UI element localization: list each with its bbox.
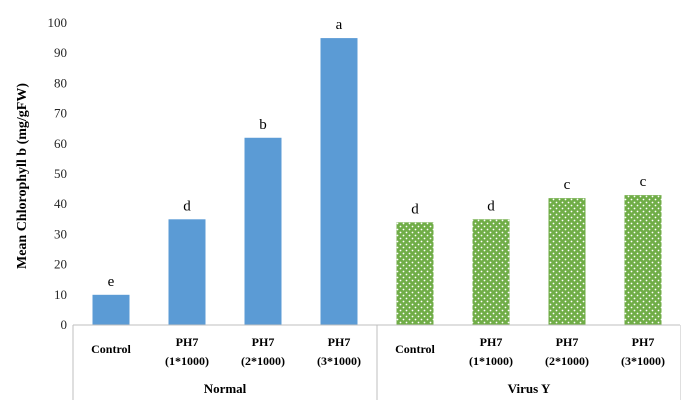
significance-letter: c <box>564 177 571 193</box>
significance-letter: a <box>336 17 343 33</box>
significance-letter: e <box>108 274 115 290</box>
category-label: PH7 <box>328 335 351 349</box>
group-label: Virus Y <box>508 381 551 396</box>
bar <box>320 38 358 325</box>
significance-letter: c <box>640 174 647 190</box>
category-label: PH7 <box>176 335 199 349</box>
bar <box>472 219 510 325</box>
category-label: (3*1000) <box>317 354 361 368</box>
y-tick-label: 40 <box>54 196 67 211</box>
bar <box>624 195 662 325</box>
category-label: PH7 <box>252 335 275 349</box>
significance-letter: d <box>183 198 191 214</box>
category-label: PH7 <box>480 335 503 349</box>
significance-letter: d <box>487 198 495 214</box>
bar <box>244 137 282 325</box>
significance-letter: d <box>411 201 419 217</box>
x-axis: Control PH7 (1*1000) PH7 (2*1000) PH7 (3*1000)… <box>72 324 681 400</box>
y-tick-label: 10 <box>54 287 67 302</box>
y-tick-label: 50 <box>54 166 67 181</box>
category-label: Control <box>395 342 435 356</box>
bar <box>548 198 586 325</box>
category-label: (3*1000) <box>621 354 665 368</box>
category-label: PH7 <box>556 335 579 349</box>
y-tick-label: 80 <box>54 75 67 90</box>
category-label: PH7 <box>632 335 655 349</box>
y-tick-label: 60 <box>54 136 67 151</box>
y-tick-label: 90 <box>54 45 67 60</box>
y-axis-title: Mean Chlorophyll b (mg/gFW) <box>15 83 30 269</box>
significance-letter: b <box>259 117 267 133</box>
category-label: (1*1000) <box>469 354 513 368</box>
category-label: (2*1000) <box>241 354 285 368</box>
bar <box>168 219 206 325</box>
category-label: (1*1000) <box>165 354 209 368</box>
y-axis: 0 10 20 30 40 50 60 70 80 90 100 <box>48 15 68 332</box>
y-tick-label: 30 <box>54 226 67 241</box>
category-label: Control <box>91 342 131 356</box>
bar <box>92 294 130 325</box>
y-tick-label: 100 <box>48 15 68 30</box>
y-tick-label: 20 <box>54 257 67 272</box>
bars: e d b a d d c c <box>92 17 662 325</box>
y-tick-label: 0 <box>61 317 68 332</box>
group-label: Normal <box>204 381 247 396</box>
category-label: (2*1000) <box>545 354 589 368</box>
y-tick-label: 70 <box>54 106 67 121</box>
bar <box>396 222 434 325</box>
